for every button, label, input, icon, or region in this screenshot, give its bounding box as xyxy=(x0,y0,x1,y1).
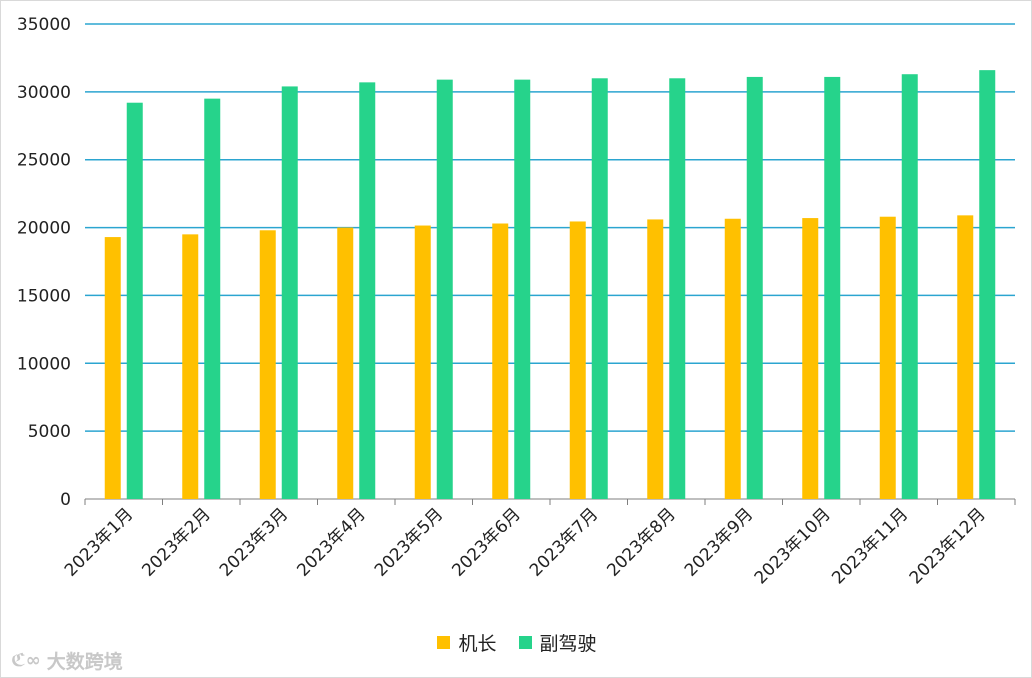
bar-captain xyxy=(724,218,741,499)
bar-captain xyxy=(104,237,121,500)
watermark-logo-icon: ℭ∞ xyxy=(11,650,41,671)
bar-first-officer xyxy=(901,74,918,499)
bar-captain xyxy=(337,227,354,500)
bar-first-officer xyxy=(126,102,143,499)
bar-captain xyxy=(259,230,276,500)
bar-captain xyxy=(182,234,199,499)
bar-first-officer xyxy=(591,78,608,500)
x-tick-label: 2023年1月 xyxy=(61,504,137,580)
y-tick-label: 0 xyxy=(60,490,71,510)
x-tick-label: 2023年3月 xyxy=(216,504,292,580)
legend-item-first-officer: 副驾驶 xyxy=(518,629,597,656)
watermark: ℭ∞ 大数跨境 xyxy=(11,647,123,674)
legend-label-first-officer: 副驾驶 xyxy=(539,633,597,655)
x-tick-label: 2023年2月 xyxy=(138,504,214,580)
x-tick-label: 2023年10月 xyxy=(751,504,835,588)
y-tick-label: 15000 xyxy=(17,286,71,306)
x-tick-label: 2023年4月 xyxy=(293,504,369,580)
bar-captain xyxy=(647,219,664,499)
bar-first-officer xyxy=(979,70,996,500)
bar-chart: 0 5000 10000 15000 20000 25000 30000 35000 2023年… xyxy=(17,15,1016,588)
y-tick-label: 20000 xyxy=(17,219,71,239)
x-tick-label: 2023年12月 xyxy=(906,504,990,588)
y-tick-label: 10000 xyxy=(17,354,71,374)
bar-first-officer xyxy=(436,79,453,500)
legend-item-captain: 机长 xyxy=(437,629,497,656)
bar-captain xyxy=(492,223,509,499)
legend-label-captain: 机长 xyxy=(458,633,497,655)
legend-swatch-captain xyxy=(437,636,451,649)
y-tick-label: 30000 xyxy=(17,83,71,103)
y-tick-label: 25000 xyxy=(17,151,71,171)
watermark-text: 大数跨境 xyxy=(46,651,123,673)
x-tick-label: 2023年5月 xyxy=(371,504,447,580)
bar-captain xyxy=(957,215,974,499)
bar-captain xyxy=(802,218,819,500)
bar-first-officer xyxy=(669,78,686,500)
y-tick-label: 35000 xyxy=(17,15,71,35)
bar-first-officer xyxy=(824,76,841,499)
bar-first-officer xyxy=(204,98,221,500)
x-tick-label: 2023年9月 xyxy=(681,504,757,580)
bar-captain xyxy=(569,221,586,499)
legend-swatch-first-officer xyxy=(518,636,532,649)
bar-captain xyxy=(414,225,431,500)
y-tick-label: 5000 xyxy=(28,422,71,442)
x-tick-label: 2023年11月 xyxy=(828,504,912,588)
bar-first-officer xyxy=(359,82,376,499)
bar-first-officer xyxy=(746,76,763,499)
bar-first-officer xyxy=(281,86,298,499)
bar-first-officer xyxy=(514,79,531,500)
legend: 机长 副驾驶 xyxy=(1,629,1032,656)
x-tick-label: 2023年8月 xyxy=(603,504,679,580)
x-tick-label: 2023年7月 xyxy=(526,504,602,580)
x-tick-label: 2023年6月 xyxy=(448,504,524,580)
bar-captain xyxy=(879,216,896,499)
